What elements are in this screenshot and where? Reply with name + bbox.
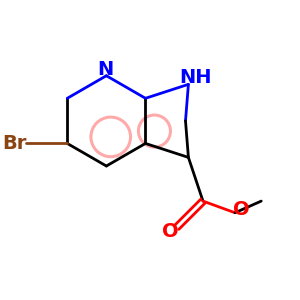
Text: Br: Br bbox=[2, 134, 26, 153]
Text: N: N bbox=[97, 60, 113, 79]
Text: O: O bbox=[162, 222, 179, 241]
Text: O: O bbox=[233, 200, 250, 219]
Text: NH: NH bbox=[179, 68, 212, 87]
